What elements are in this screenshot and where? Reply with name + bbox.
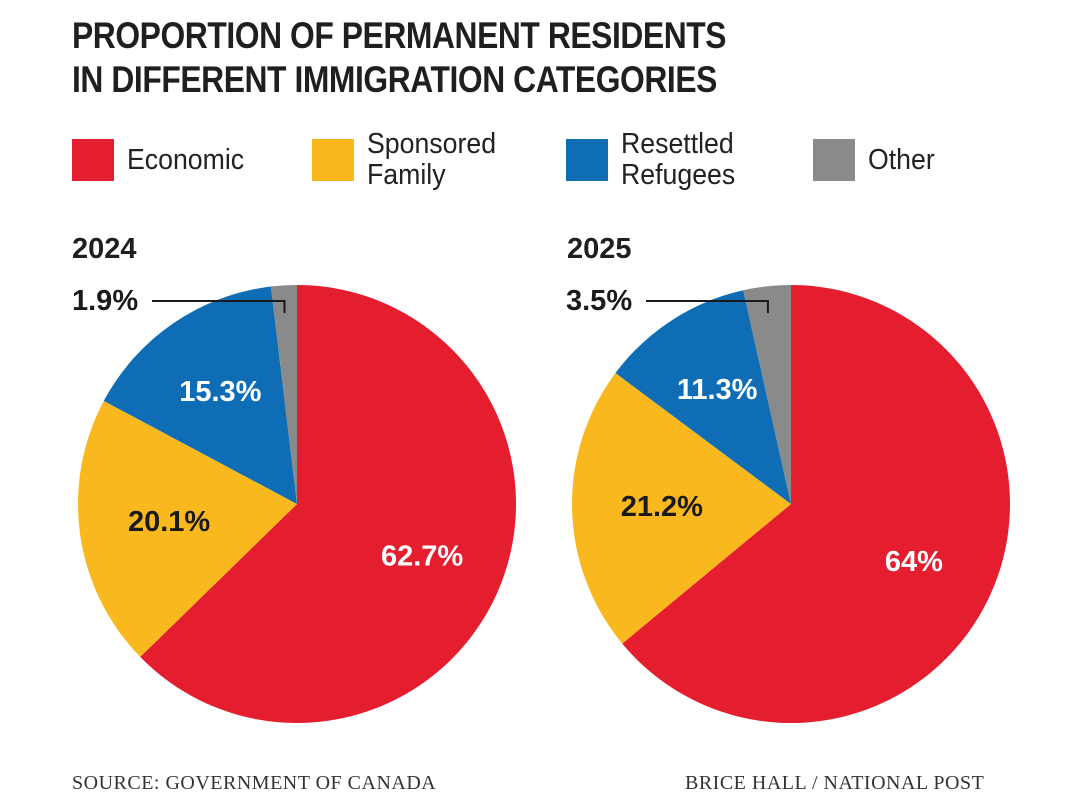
pie-slice-2025-economic	[622, 285, 1010, 723]
legend-swatch-sponsored-family	[312, 139, 354, 181]
slice-label-2025-economic: 64%	[885, 546, 943, 578]
legend-item-sponsored-family: Sponsored Family	[312, 129, 507, 191]
leader-line-2025-other	[646, 300, 769, 313]
legend-swatch-other	[813, 139, 855, 181]
legend-label-other: Other	[868, 143, 935, 176]
title-line-1: PROPORTION OF PERMANENT RESIDENTS	[72, 15, 727, 56]
pie-slice-2024-sponsored-family	[77, 400, 297, 657]
legend-item-other: Other	[813, 139, 941, 181]
legend-item-economic: Economic	[72, 139, 254, 181]
slice-label-2024-other: 1.9%	[72, 285, 138, 317]
pie-title-2025: 2025	[567, 233, 632, 265]
legend-item-resettled-refugees: Resettled Refugees	[566, 129, 745, 191]
slice-label-2025-sponsored-family: 21.2%	[621, 491, 703, 523]
source-note: SOURCE: GOVERNMENT OF CANADA	[72, 772, 437, 794]
legend-label-sponsored-family: Sponsored Family	[367, 128, 497, 191]
title-line-2: IN DIFFERENT IMMIGRATION CATEGORIES	[72, 59, 717, 100]
pie-slice-2024-economic	[140, 285, 517, 723]
pie-title-2024: 2024	[72, 233, 137, 265]
pie-slice-2024-resettled-refugees	[103, 286, 297, 504]
legend-swatch-economic	[72, 139, 114, 181]
legend-swatch-resettled-refugees	[566, 139, 608, 181]
pie-slice-2025-other	[743, 285, 791, 504]
slice-label-2025-resettled-refugees: 11.3%	[677, 374, 758, 406]
slice-label-2025-other: 3.5%	[566, 285, 632, 317]
pie-slice-2025-sponsored-family	[572, 373, 791, 644]
slice-label-2024-resettled-refugees: 15.3%	[179, 376, 261, 408]
credit-note: BRICE HALL / NATIONAL POST	[685, 772, 985, 794]
legend-label-economic: Economic	[127, 143, 245, 176]
legend-label-resettled-refugees: Resettled Refugees	[621, 128, 736, 191]
leader-line-2024-other	[152, 300, 286, 313]
slice-label-2024-sponsored-family: 20.1%	[128, 506, 210, 538]
slice-label-2024-economic: 62.7%	[381, 541, 463, 573]
chart-title: PROPORTION OF PERMANENT RESIDENTS IN DIF…	[72, 14, 727, 102]
pie-slice-2024-other	[270, 285, 297, 504]
pie-slice-2025-resettled-refugees	[615, 290, 791, 504]
